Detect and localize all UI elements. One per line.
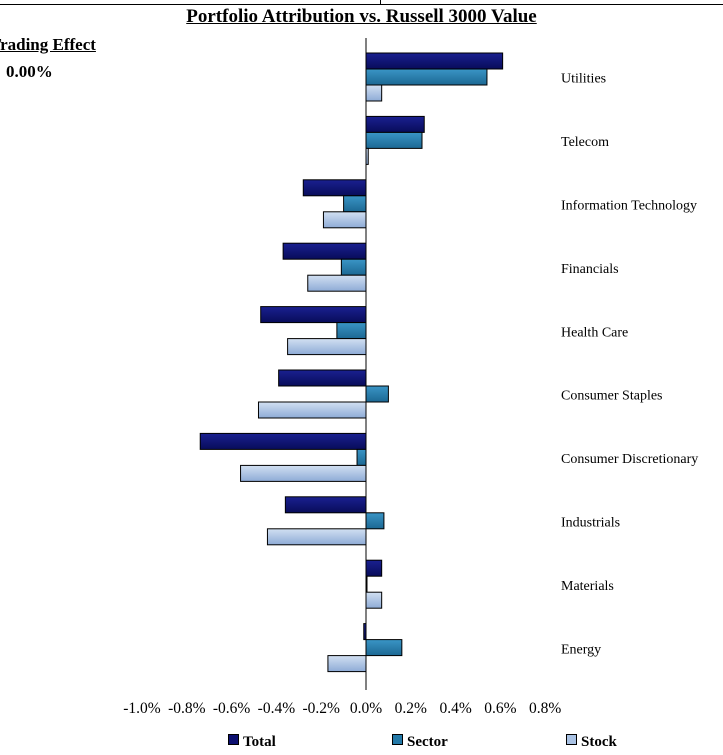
bar-health-care-total [260, 306, 367, 324]
x-tick-label: -0.6% [213, 700, 251, 717]
legend-label-total: Total [243, 734, 276, 750]
trading-effect-value: 0.00% [6, 62, 53, 81]
bar-industrials-sector [365, 512, 385, 530]
bar-materials-total [365, 559, 383, 577]
legend-item-total: Total [228, 734, 276, 751]
top-border-tick [380, 0, 381, 5]
bar-telecom-total [365, 115, 425, 133]
x-tick-label: 0.2% [395, 700, 427, 717]
bar-consumer-staples-stock [257, 401, 367, 419]
x-tick-label: 0.4% [439, 700, 471, 717]
trading-effect-label: Trading Effect [0, 35, 96, 54]
x-tick-label: -0.8% [168, 700, 206, 717]
bar-financials-total [282, 242, 367, 260]
bar-financials-stock [307, 274, 367, 292]
legend-swatch-stock [566, 734, 577, 745]
x-tick-label: -1.0% [123, 700, 161, 717]
legend-swatch-total [228, 734, 239, 745]
category-label-materials: Materials [561, 579, 614, 594]
bar-industrials-stock [266, 528, 367, 546]
legend: Total Sector Stock [0, 734, 723, 754]
category-label-financials: Financials [561, 262, 619, 277]
legend-item-stock: Stock [566, 734, 617, 751]
bar-consumer-discretionary-stock [240, 464, 367, 482]
top-border-line [0, 4, 723, 5]
bar-information-technology-stock [322, 211, 367, 229]
legend-label-sector: Sector [407, 734, 448, 750]
bar-consumer-staples-total [278, 369, 367, 387]
bar-utilities-stock [365, 84, 383, 102]
category-label-telecom: Telecom [561, 135, 609, 150]
category-label-energy: Energy [561, 642, 601, 657]
bar-industrials-total [284, 496, 367, 514]
bar-utilities-total [365, 52, 504, 70]
bar-materials-stock [365, 591, 383, 609]
category-label-utilities: Utilities [561, 72, 606, 87]
bar-consumer-discretionary-total [199, 432, 367, 450]
x-tick-label: 0.6% [484, 700, 516, 717]
bar-information-technology-sector [343, 195, 367, 213]
bar-energy-sector [365, 639, 403, 657]
bar-financials-sector [340, 258, 367, 276]
bars-group [199, 52, 504, 673]
bar-consumer-staples-sector [365, 385, 389, 403]
chart-title: Portfolio Attribution vs. Russell 3000 V… [186, 6, 537, 27]
category-label-health-care: Health Care [561, 325, 628, 340]
bar-chart: Utilities Telecom Information Technology Fi… [123, 38, 698, 717]
legend-item-sector: Sector [392, 734, 448, 751]
bar-health-care-stock [287, 338, 367, 356]
bar-utilities-sector [365, 68, 488, 86]
category-labels: Utilities Telecom Information Technology Fi… [561, 72, 698, 658]
bar-health-care-sector [336, 322, 367, 340]
category-label-consumer-discretionary: Consumer Discretionary [561, 452, 698, 467]
x-tick-label: -0.4% [258, 700, 296, 717]
x-tick-label: 0.8% [529, 700, 561, 717]
category-label-consumer-staples: Consumer Staples [561, 389, 663, 404]
legend-swatch-sector [392, 734, 403, 745]
category-label-information-technology: Information Technology [561, 199, 697, 214]
bar-energy-stock [327, 655, 367, 673]
x-tick-label: 0.0% [350, 700, 382, 717]
bar-consumer-discretionary-sector [356, 448, 367, 466]
x-axis-tick-labels: -1.0% -0.8% -0.6% -0.4% -0.2% 0.0% 0.2% 0.4% 0.6… [123, 700, 561, 717]
x-tick-label: -0.2% [302, 700, 340, 717]
bar-telecom-sector [365, 131, 423, 149]
legend-label-stock: Stock [581, 734, 617, 750]
category-label-industrials: Industrials [561, 516, 620, 531]
bar-information-technology-total [302, 179, 367, 197]
